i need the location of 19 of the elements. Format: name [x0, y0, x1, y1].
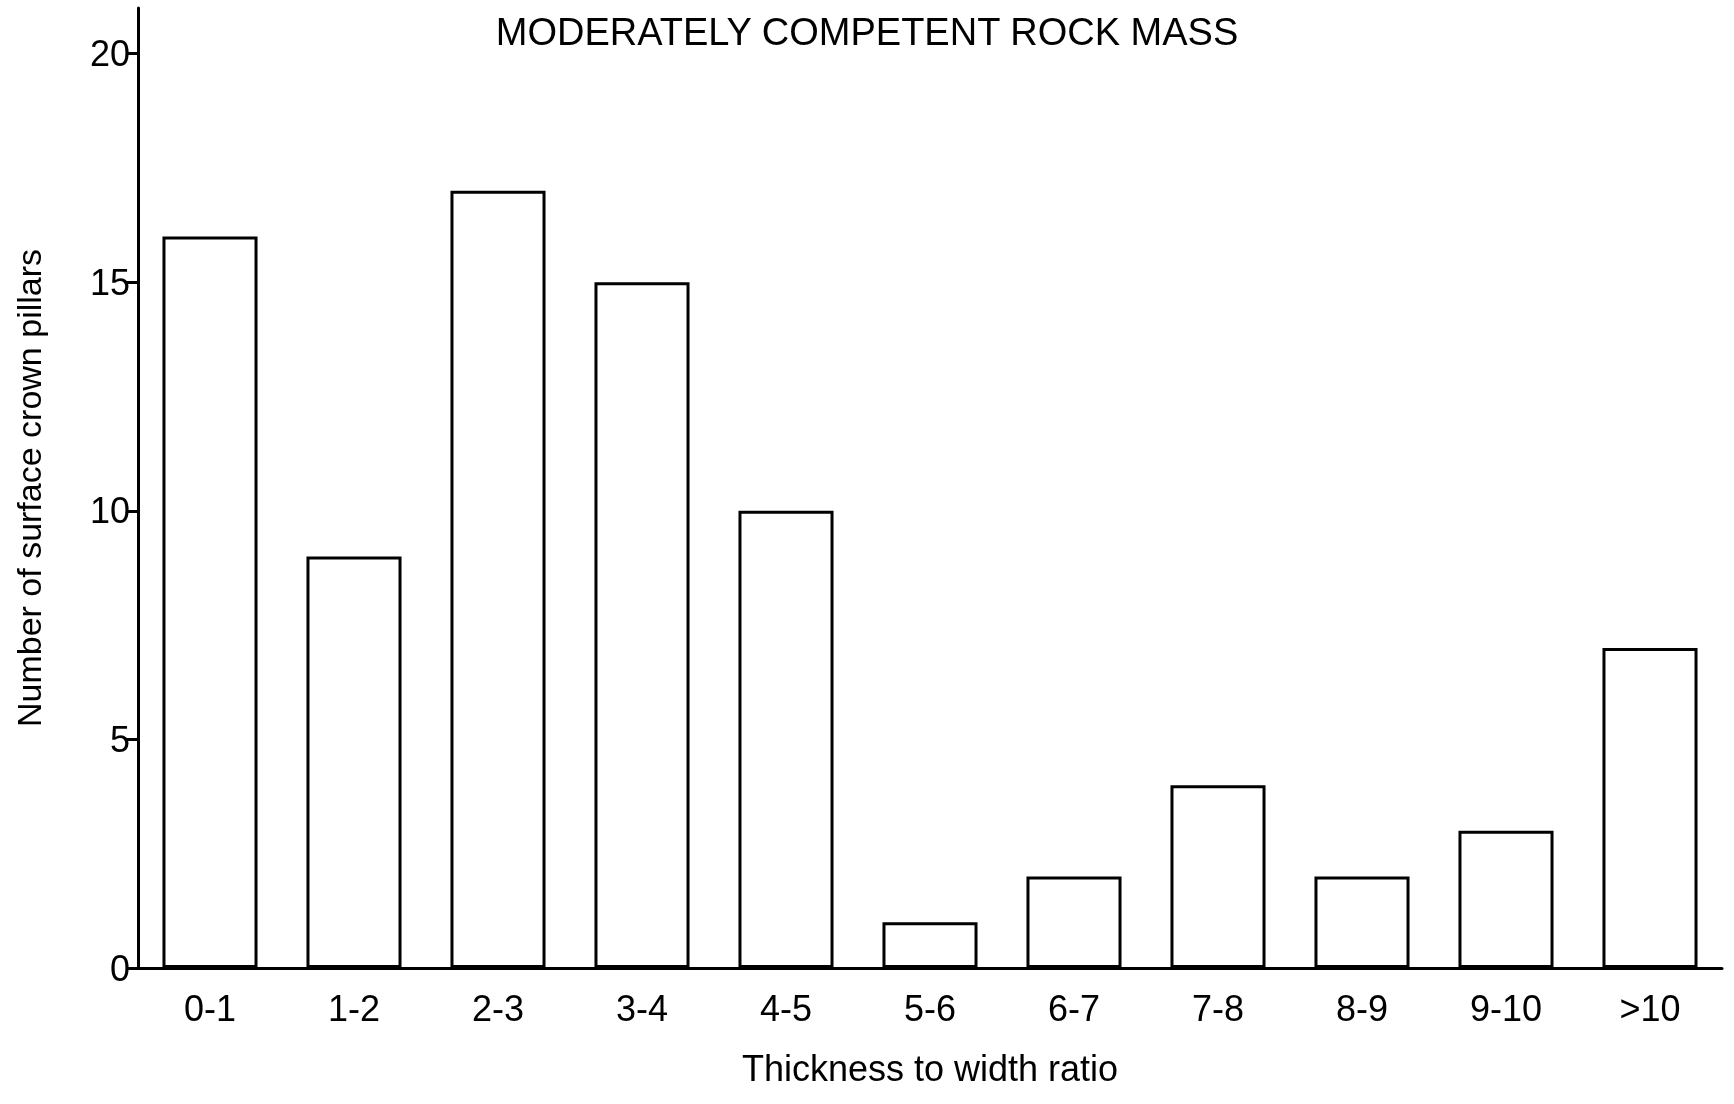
- x-tick-label: 3-4: [615, 987, 669, 1029]
- y-tick-label: 20: [89, 33, 130, 75]
- chart-title: MODERATELY COMPETENT ROCK MASS: [495, 11, 1239, 53]
- y-tick-label: 10: [89, 490, 130, 532]
- y-tick-label: 0: [109, 947, 130, 989]
- y-tick-label: 15: [89, 261, 130, 303]
- x-tick-label: 6-7: [1047, 987, 1101, 1029]
- y-tick-label: 5: [109, 718, 130, 760]
- x-tick-label: 5-6: [903, 987, 957, 1029]
- x-tick-label: 0-1: [183, 987, 237, 1029]
- x-tick-label: 4-5: [759, 987, 813, 1029]
- y-axis-title: Number of surface crown pillars: [10, 248, 48, 728]
- x-tick-label: 8-9: [1335, 987, 1389, 1029]
- x-axis-title: Thickness to width ratio: [741, 1047, 1119, 1089]
- x-tick-label: >10: [1619, 987, 1681, 1029]
- x-tick-label: 7-8: [1191, 987, 1245, 1029]
- x-tick-label: 2-3: [471, 987, 525, 1029]
- x-tick-label: 1-2: [327, 987, 381, 1029]
- x-tick-label: 9-10: [1469, 987, 1543, 1029]
